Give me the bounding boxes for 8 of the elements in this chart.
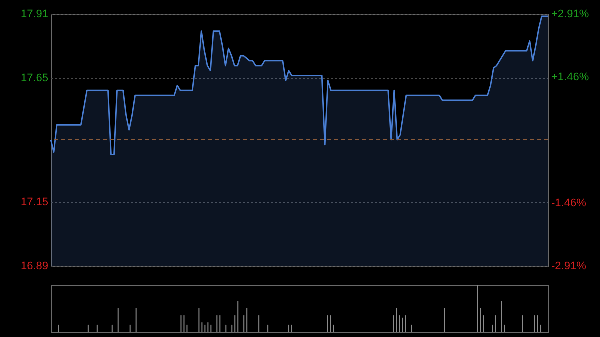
y2-tick-label: -1.46% (552, 198, 587, 210)
y-tick-label: 16.89 (20, 260, 48, 272)
y-tick-label: 17.65 (20, 72, 48, 85)
y-tick-label: 17.91 (20, 8, 48, 20)
y2-tick-label: -2.91% (552, 260, 587, 272)
y2-tick-label: +2.91% (552, 8, 590, 20)
y2-tick-label: +1.46% (552, 71, 590, 84)
y-tick-label: 17.15 (20, 196, 48, 208)
